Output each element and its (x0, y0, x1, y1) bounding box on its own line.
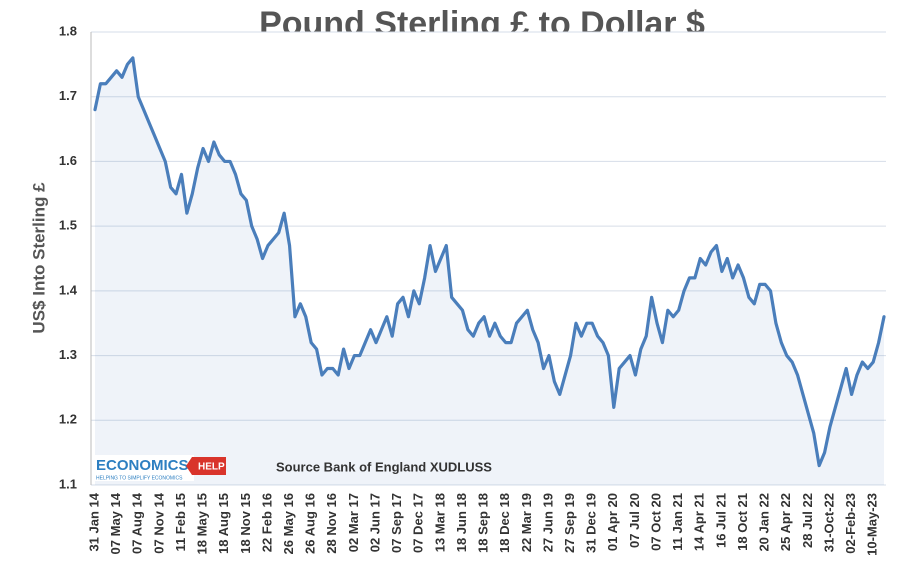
source-note: Source Bank of England XUDLUSS (276, 459, 492, 474)
x-tick-label: 02-Feb-23 (843, 493, 858, 554)
y-tick-label: 1.3 (59, 347, 77, 362)
x-tick-label: 28 Jul 22 (800, 493, 815, 548)
x-tick-label: 13 Mar 18 (432, 493, 447, 552)
x-tick-label: 18 Nov 15 (238, 493, 253, 554)
x-tick-label: 18 Dec 18 (497, 493, 512, 553)
x-tick-label: 22 Feb 16 (259, 493, 274, 552)
x-tick-label: 18 Sep 18 (476, 493, 491, 553)
plot-background (91, 32, 886, 485)
logo-tag: HELP (198, 462, 225, 473)
x-tick-label: 02 Jun 17 (367, 493, 382, 552)
x-tick-label: 20 Jan 22 (757, 493, 772, 552)
y-tick-label: 1.8 (59, 23, 77, 38)
y-tick-label: 1.7 (59, 88, 77, 103)
logo-box (94, 455, 194, 481)
y-tick-label: 1.6 (59, 153, 77, 168)
x-tick-label: 07 Jul 20 (627, 493, 642, 548)
x-tick-label: 18 Oct 21 (735, 493, 750, 551)
x-tick-label: 07 Aug 14 (130, 492, 145, 554)
y-tick-label: 1.2 (59, 412, 77, 427)
y-tick-label: 1.5 (59, 218, 77, 233)
series-area (95, 57, 884, 485)
plot-area: 1.1 1.2 1.3 1.4 1.5 1.6 1.7 1.8 31 Jan 14 07 May … (59, 23, 886, 556)
x-tick-label: 28 Nov 16 (324, 493, 339, 554)
y-tick-label: 1.4 (59, 282, 78, 297)
logo-tag-shape (186, 457, 226, 475)
x-tick-label: 02 Mar 17 (346, 493, 361, 552)
x-tick-label: 31 Jan 14 (86, 492, 101, 551)
x-tick-label: 11 Jan 21 (670, 493, 685, 551)
x-tick-label: 26 Aug 16 (303, 493, 318, 554)
x-tick-label: 31-Oct-22 (821, 493, 836, 552)
x-tick-label: 26 May 16 (281, 493, 296, 554)
x-tick-label: 31 Dec 19 (584, 493, 599, 553)
y-tick-label: 1.1 (59, 476, 77, 491)
x-tick-label: 18 Aug 15 (216, 493, 231, 554)
x-tick-label: 27 Sep 19 (562, 493, 577, 553)
x-tick-label: 22 Mar 19 (519, 493, 534, 552)
x-tick-label: 25 Apr 22 (778, 493, 793, 551)
x-tick-label: 07 Nov 14 (151, 492, 166, 553)
logo-main: ECONOMICS (96, 457, 189, 474)
x-tick-label: 01 Apr 20 (605, 493, 620, 551)
logo-tagline: HELPING TO SIMPLIFY ECONOMICS (96, 475, 183, 481)
x-tick-label: 18 May 15 (195, 493, 210, 554)
x-tick-label: 10-May-23 (865, 493, 880, 556)
x-tick-label: 14 Apr 21 (692, 493, 707, 551)
x-tick-label: 07 May 14 (108, 492, 123, 554)
x-tick-label: 07 Sep 17 (389, 493, 404, 553)
x-tick-label: 16 Jul 21 (713, 493, 728, 548)
y-axis-label: US$ Into Sterling £ (29, 182, 48, 334)
series-line (93, 56, 886, 468)
x-tick-label: 27 Jun 19 (540, 493, 555, 552)
x-tick-label: 11 Feb 15 (173, 493, 188, 552)
x-tick-label: 18 Jun 18 (454, 493, 469, 552)
x-tick-label: 07 Oct 20 (648, 493, 663, 551)
x-tick-label: 07 Dec 17 (411, 493, 426, 553)
